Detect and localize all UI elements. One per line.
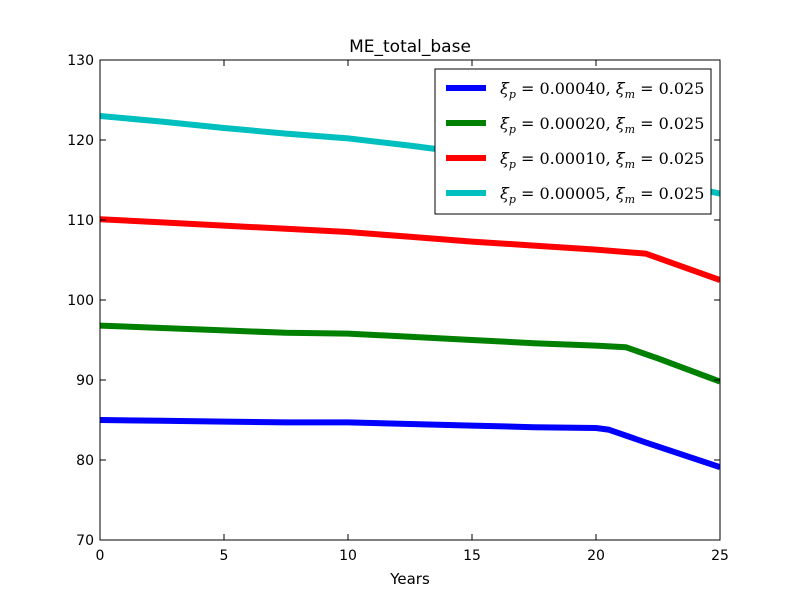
legend-label-2: ξp = 0.00020, ξm = 0.025	[500, 114, 704, 136]
y-tick-label: 90	[76, 373, 94, 389]
legend-label-3: ξp = 0.00010, ξm = 0.025	[500, 149, 704, 171]
x-tick-label: 20	[587, 548, 605, 564]
y-tick-label: 120	[67, 133, 94, 149]
x-tick-label: 5	[220, 548, 229, 564]
x-tick-label: 0	[96, 548, 105, 564]
x-tick-label: 25	[711, 548, 729, 564]
x-tick-label: 15	[463, 548, 481, 564]
y-tick-label: 100	[67, 293, 94, 309]
y-tick-label: 80	[76, 453, 94, 469]
legend-label-4: ξp = 0.00005, ξm = 0.025	[500, 184, 704, 206]
x-tick-label: 10	[339, 548, 357, 564]
x-axis-label: Years	[389, 570, 430, 588]
chart-title: ME_total_base	[349, 37, 471, 57]
y-tick-label: 130	[67, 53, 94, 69]
legend-label-1: ξp = 0.00040, ξm = 0.025	[500, 79, 704, 101]
y-tick-label: 110	[67, 213, 94, 229]
y-tick-label: 70	[76, 533, 94, 549]
legend: ξp = 0.00040, ξm = 0.025 ξp = 0.00020, ξm…	[435, 69, 711, 214]
